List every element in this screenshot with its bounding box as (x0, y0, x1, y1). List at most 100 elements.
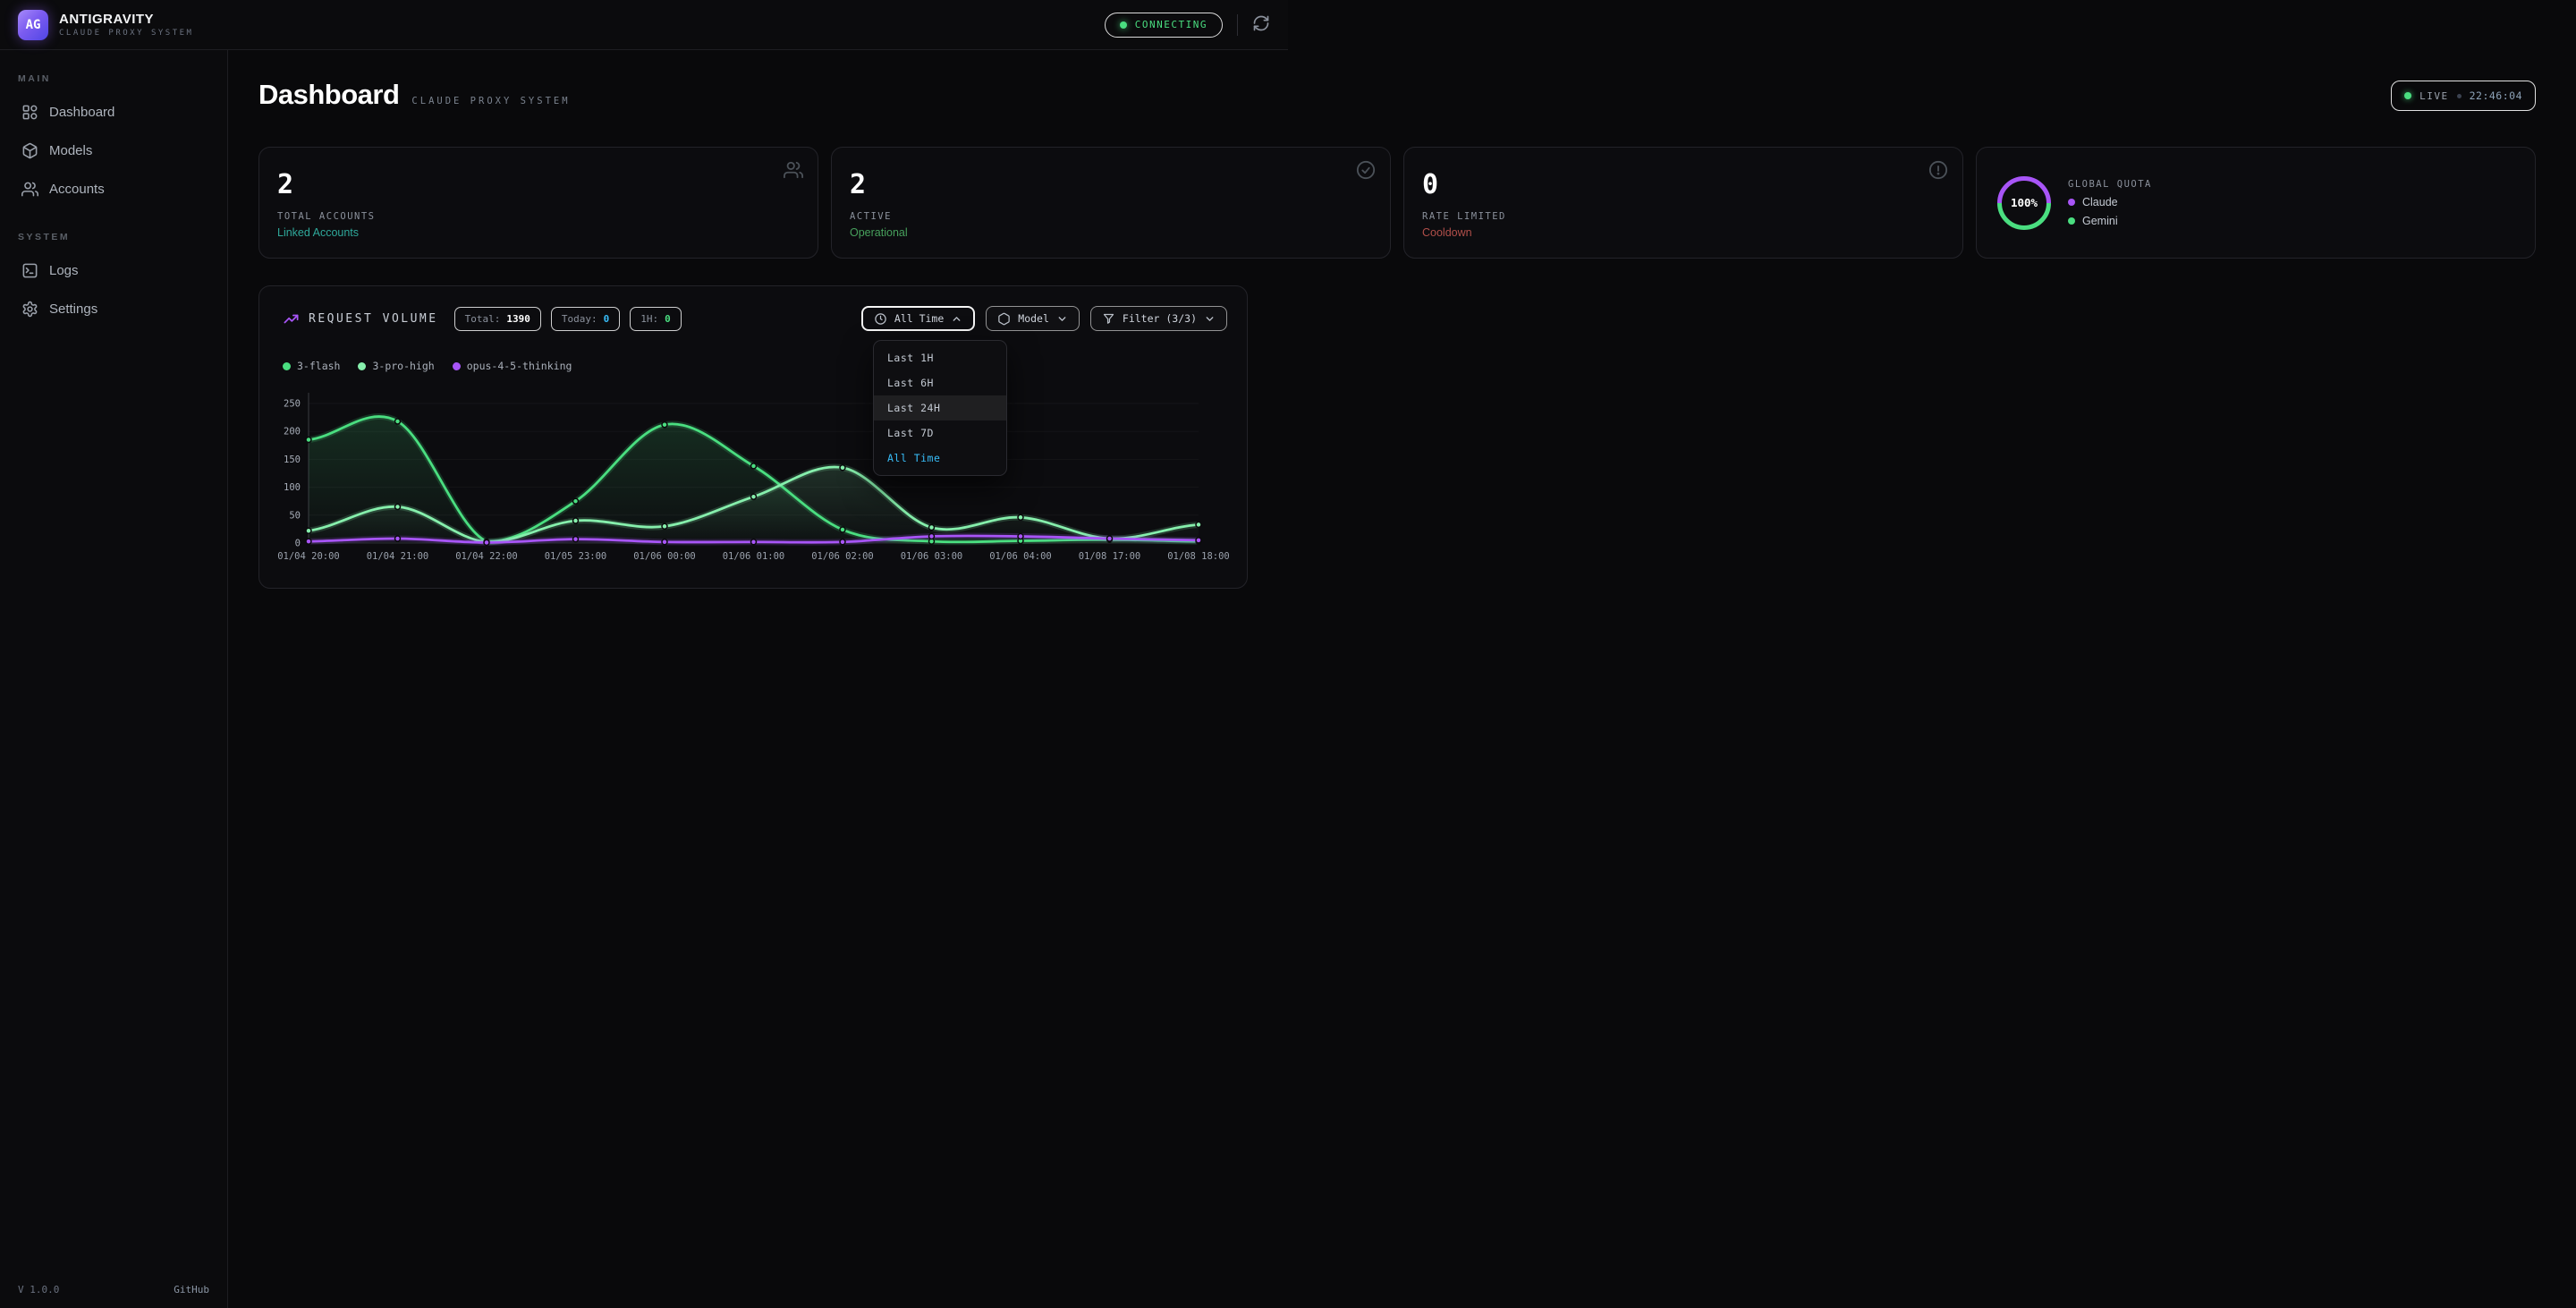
page-title: Dashboard (258, 79, 400, 110)
quota-percent: 100% (2010, 196, 2038, 209)
legend-item[interactable]: 3-pro-high (358, 360, 435, 372)
live-label: LIVE (2419, 89, 2449, 102)
trending-up-icon (283, 310, 300, 327)
svg-text:150: 150 (284, 454, 301, 465)
sidebar-item-label: Settings (49, 302, 98, 317)
sidebar-item-accounts[interactable]: Accounts (14, 170, 213, 208)
check-circle-icon (1356, 160, 1376, 184)
quota-title: GLOBAL QUOTA (2068, 178, 2152, 190)
quota-legend-claude: Claude (2068, 196, 2152, 208)
today-requests-chip: Today: 0 (550, 306, 621, 331)
main-content: Dashboard CLAUDE PROXY SYSTEM LIVE 22:46… (228, 50, 2576, 1308)
version-label: V 1.0.0 (18, 1284, 60, 1295)
request-volume-panel: 0 50 100 150 200 250 01/04 20:00 01/04 21:00 01/… (258, 285, 1248, 589)
status-label: CONNECTING (1134, 19, 1208, 30)
chevron-down-icon (1204, 313, 1216, 325)
time-range-value: All Time (894, 312, 945, 325)
sidebar: MAIN Dashboard Models Accounts SYSTEM Lo… (0, 50, 228, 1308)
package-icon (997, 312, 1011, 326)
sidebar-item-label: Logs (49, 263, 79, 278)
connection-status-badge: CONNECTING (1104, 12, 1223, 38)
menu-item[interactable]: Last 7D (887, 427, 934, 439)
time-range-dropdown[interactable]: All Time (860, 306, 976, 331)
users-icon (21, 181, 38, 198)
chevron-down-icon (1056, 313, 1068, 325)
dot-separator (2456, 93, 2462, 98)
sidebar-section-main: MAIN (18, 73, 51, 84)
refresh-button[interactable] (1252, 14, 1270, 35)
app-title: ANTIGRAVITY (59, 12, 155, 27)
svg-text:01/04 20:00: 01/04 20:00 (277, 551, 340, 562)
clock-icon (874, 312, 887, 326)
gear-icon (21, 301, 38, 318)
legend-label: Claude (2082, 195, 2118, 208)
model-value: Model (1018, 312, 1049, 325)
refresh-icon (1252, 14, 1270, 35)
menu-item[interactable]: Last 1H (887, 352, 934, 364)
chip-label: Today: (561, 312, 597, 325)
svg-text:01/06 03:00: 01/06 03:00 (901, 551, 963, 562)
funnel-icon (1102, 312, 1115, 326)
brand: ANTIGRAVITY CLAUDE PROXY SYSTEM (59, 12, 193, 38)
time-range-menu: Last 1H Last 6H Last 24H Last 7D All Time (873, 340, 1007, 476)
sidebar-item-dashboard[interactable]: Dashboard (14, 93, 213, 132)
stat-label: ACTIVE (850, 211, 892, 222)
chip-label: 1H: (640, 312, 659, 325)
stat-value: 2 (277, 169, 294, 200)
stat-sub: Cooldown (1422, 226, 1472, 239)
stat-label: TOTAL ACCOUNTS (277, 211, 376, 222)
legend-item[interactable]: 3-flash (283, 360, 340, 372)
page-subtitle: CLAUDE PROXY SYSTEM (411, 96, 571, 106)
sidebar-item-logs[interactable]: Logs (14, 251, 213, 290)
total-requests-chip: Total: 1390 (453, 306, 541, 331)
svg-text:01/06 00:00: 01/06 00:00 (633, 551, 696, 562)
sidebar-item-label: Accounts (49, 182, 105, 197)
chip-value: 0 (603, 312, 610, 325)
legend-item[interactable]: opus-4-5-thinking (452, 360, 572, 372)
sidebar-item-settings[interactable]: Settings (14, 290, 213, 328)
live-clock: 22:46:04 (2469, 89, 2522, 102)
divider (1237, 13, 1238, 36)
svg-text:01/06 04:00: 01/06 04:00 (989, 551, 1052, 562)
legend-label: Gemini (2082, 214, 2118, 227)
filter-dropdown[interactable]: Filter (3/3) (1089, 306, 1227, 331)
svg-text:100: 100 (284, 482, 301, 493)
quota-donut: 100% (1995, 174, 2054, 233)
stat-sub: Linked Accounts (277, 226, 360, 239)
app-logo: AG (18, 9, 48, 40)
svg-text:01/05 23:00: 01/05 23:00 (545, 551, 607, 562)
legend-dot (2068, 198, 2075, 206)
stat-card-total-accounts: 2 TOTAL ACCOUNTS Linked Accounts (258, 147, 818, 259)
menu-item[interactable]: Last 6H (887, 377, 934, 389)
app-subtitle: CLAUDE PROXY SYSTEM (59, 29, 194, 38)
terminal-icon (21, 262, 38, 279)
chip-value: 1390 (506, 312, 530, 325)
svg-text:01/08 17:00: 01/08 17:00 (1079, 551, 1141, 562)
chip-label: Total: (464, 312, 501, 325)
users-icon (784, 160, 803, 184)
stat-label: RATE LIMITED (1422, 211, 1506, 222)
legend-dot (2068, 217, 2075, 225)
legend-label: 3-flash (297, 360, 341, 372)
package-icon (21, 142, 38, 159)
grid-icon (21, 104, 38, 121)
model-dropdown[interactable]: Model (986, 306, 1080, 331)
sidebar-item-label: Models (49, 143, 93, 158)
menu-item[interactable]: Last 24H (874, 395, 1006, 420)
request-volume-chart: 0 50 100 150 200 250 01/04 20:00 01/04 21:00 01/… (277, 393, 1230, 562)
filter-value: Filter (3/3) (1122, 312, 1197, 325)
sidebar-item-models[interactable]: Models (14, 132, 213, 170)
svg-text:01/04 21:00: 01/04 21:00 (367, 551, 429, 562)
github-link[interactable]: GitHub (174, 1284, 209, 1295)
svg-text:0: 0 (295, 539, 301, 549)
stat-value: 2 (850, 169, 867, 200)
svg-text:01/04 22:00: 01/04 22:00 (455, 551, 518, 562)
global-quota-card: 100% GLOBAL QUOTA Claude Gemini (1976, 147, 2536, 259)
status-dot (1119, 21, 1127, 29)
legend-dot (283, 361, 291, 370)
sidebar-item-label: Dashboard (49, 105, 115, 120)
menu-item[interactable]: All Time (887, 452, 941, 464)
live-dot (2404, 92, 2412, 99)
svg-text:01/08 18:00: 01/08 18:00 (1167, 551, 1230, 562)
stat-value: 0 (1422, 169, 1439, 200)
